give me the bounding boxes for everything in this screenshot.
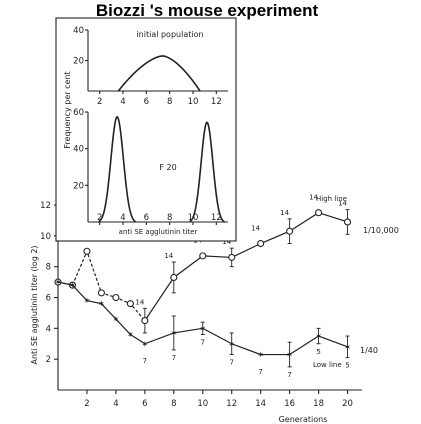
low-line-sample-size: 7 xyxy=(172,354,176,362)
high-line-point xyxy=(112,293,120,302)
low-line-point: ✶ xyxy=(257,351,264,361)
x-tick-label: 16 xyxy=(284,399,295,409)
high-line-sample-size: 14 xyxy=(164,252,173,260)
f20-curves xyxy=(98,115,225,223)
main-series: 1414141414141414✶✶✶✶✶✶✶7✶7✶7✶7✶7✶7✶5✶5 xyxy=(54,193,351,378)
y-tick-label: 4 xyxy=(46,324,51,334)
inset-top-title: initial population xyxy=(136,30,203,39)
high-line-sample-size: 14 xyxy=(309,193,318,201)
y-tick-label: 8 xyxy=(46,263,51,273)
y-tick-label: 6 xyxy=(46,294,51,304)
f20-peak-curve xyxy=(189,121,225,223)
inset-top-x-tick-label: 4 xyxy=(120,97,125,107)
low-line-label: Low line xyxy=(313,361,342,369)
inset-bottom-x-tick-label: 4 xyxy=(120,213,125,223)
high-line-sample-size: 14 xyxy=(338,200,347,208)
inset-bottom-x-tick-label: 8 xyxy=(167,213,172,223)
y-tick-label: 2 xyxy=(46,355,51,365)
low-line-segment xyxy=(57,281,348,356)
high-line-point xyxy=(343,218,352,226)
low-line-point: ✶ xyxy=(69,281,76,291)
main-y-axis-label: Anti SE agglutinin titer (log 2) xyxy=(30,245,39,364)
inset-top-x-tick-label: 12 xyxy=(211,97,222,107)
x-tick-label: 8 xyxy=(171,399,176,409)
low-line-point: ✶ xyxy=(199,324,206,334)
x-tick-label: 12 xyxy=(226,399,237,409)
inset-top-x-tick-label: 8 xyxy=(167,97,172,107)
initial-population-curve xyxy=(117,55,201,92)
inset-top-y-tick-label: 40 xyxy=(73,26,84,36)
low-line-point: ✶ xyxy=(286,351,293,361)
figure-title: Biozzi 's mouse experiment xyxy=(96,1,319,20)
high-line-point xyxy=(83,247,91,255)
high-line-point xyxy=(126,300,134,308)
low-line-point: ✶ xyxy=(141,340,148,350)
low-line-sample-size: 7 xyxy=(143,357,147,365)
y-tick-label: 12 xyxy=(40,201,51,211)
x-tick-label: 4 xyxy=(113,399,118,409)
low-line-sample-size: 7 xyxy=(287,371,291,379)
x-tick-label: 14 xyxy=(255,399,266,409)
y-tick-label: 10 xyxy=(40,232,51,242)
inset-frame xyxy=(55,17,237,242)
high-line-sample-size: 14 xyxy=(280,209,289,217)
inset-y-axis-label: Frequency per cent xyxy=(63,71,72,148)
inset-top-y-tick-label: 20 xyxy=(73,57,84,67)
inset-top-x-tick-label: 2 xyxy=(97,97,102,107)
low-line-sample-size: 7 xyxy=(258,368,262,376)
x-tick-label: 2 xyxy=(84,399,89,409)
x-tick-label: 6 xyxy=(142,399,147,409)
f20-peak-curve xyxy=(98,115,137,223)
low-line-point: ✶ xyxy=(170,329,177,339)
inset-bottom-y-tick-label: 40 xyxy=(73,145,84,155)
high-line-end-label: 1/10,000 xyxy=(363,226,399,235)
inset-bottom-y-tick-label: 60 xyxy=(73,108,84,118)
x-tick-label: 20 xyxy=(342,399,353,409)
low-line-sample-size: 5 xyxy=(316,348,320,356)
low-line-point: ✶ xyxy=(344,343,351,353)
low-line-point: ✶ xyxy=(315,332,322,342)
inset-bottom-panel: F 20 anti SE agglutinin titer 2 4 6 8 10 1220… xyxy=(73,108,228,236)
low-line-sample-size: 7 xyxy=(229,359,233,367)
high-line-segment xyxy=(144,212,348,321)
inset: Frequency per cent initial population 2 4… xyxy=(55,17,237,242)
inset-top-x-tick-label: 6 xyxy=(144,97,149,107)
inset-bottom-x-tick-label: 6 xyxy=(144,213,149,223)
inset-top-x-tick-label: 10 xyxy=(188,97,199,107)
inset-bottom-x-tick-label: 12 xyxy=(211,213,222,223)
main-x-axis-label: Generations xyxy=(279,415,328,424)
high-line-point xyxy=(228,253,236,261)
low-line-point: ✶ xyxy=(54,278,61,288)
low-line-sample-size: 5 xyxy=(345,362,349,370)
low-line-point: ✶ xyxy=(98,300,105,310)
main-chart: Anti SE agglutinin titer (log 2) Generat… xyxy=(30,193,399,424)
low-line-sample-size: 7 xyxy=(201,339,205,347)
low-line-point: ✶ xyxy=(83,297,90,307)
main-ticks: 2 4 6 8 10 12 14 16 18 20 2 4 6 8 10 12 xyxy=(40,201,353,409)
x-tick-label: 18 xyxy=(313,399,324,409)
low-line-point: ✶ xyxy=(112,315,119,325)
high-line-point xyxy=(141,317,149,325)
high-line-point xyxy=(286,227,294,235)
x-tick-label: 10 xyxy=(197,399,208,409)
high-line-point xyxy=(315,209,323,217)
high-line-sample-size: 14 xyxy=(251,224,260,232)
high-line-point xyxy=(199,252,207,260)
high-line-sample-size: 14 xyxy=(222,238,231,246)
high-line-point xyxy=(170,273,178,282)
inset-bottom-y-tick-label: 20 xyxy=(73,181,84,191)
high-line-point xyxy=(97,289,105,297)
inset-top-panel: initial population 2 4 6 8 10 12 20 40 xyxy=(73,26,228,107)
low-line-point: ✶ xyxy=(127,331,134,341)
inset-top-ticks: 2 4 6 8 10 12 20 40 xyxy=(73,26,222,107)
high-line-point xyxy=(257,239,265,248)
low-line-point: ✶ xyxy=(228,340,235,350)
high-line-label: High line xyxy=(316,195,347,203)
high-line-sample-size: 14 xyxy=(135,298,144,306)
inset-bottom-x-label: anti SE agglutinin titer xyxy=(119,228,198,236)
inset-bottom-title: F 20 xyxy=(159,163,176,172)
inset-bottom-x-tick-label: 2 xyxy=(97,213,102,223)
low-line-end-label: 1/40 xyxy=(360,346,378,355)
